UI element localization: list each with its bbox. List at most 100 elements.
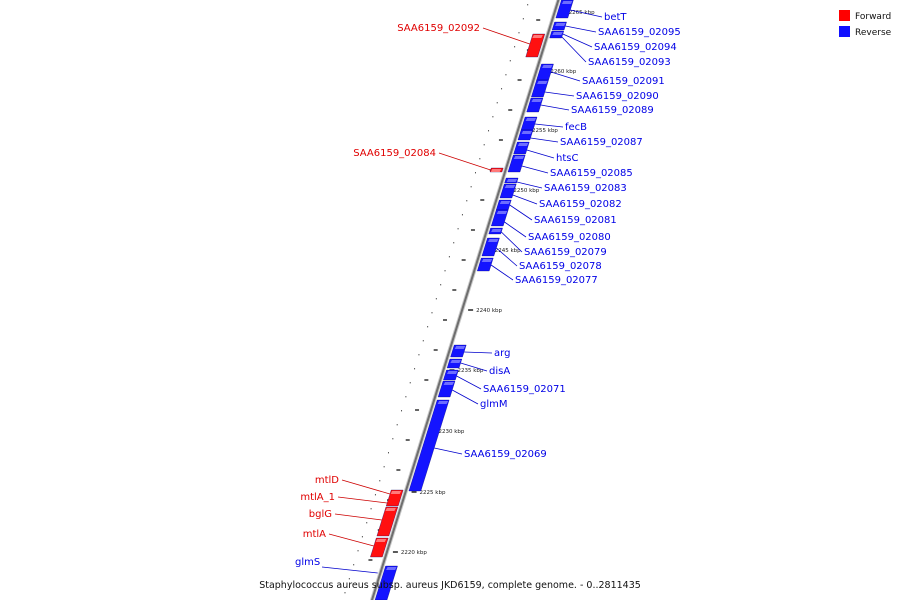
gene-label-saa6159-02092: SAA6159_02092 [397, 23, 480, 34]
guide-dot [396, 424, 398, 426]
gene-label-bett: betT [604, 12, 627, 23]
gene-label-glms: glmS [295, 557, 320, 568]
leader-line [504, 221, 527, 238]
guide-dot [522, 18, 524, 20]
legend-reverse-label: Reverse [855, 28, 892, 38]
guide-dot [479, 158, 481, 160]
leader-line [570, 9, 603, 18]
leader-line [534, 123, 564, 128]
gene-block-highlight [542, 65, 553, 68]
gene-label-mtla: mtlA [303, 529, 326, 540]
leader-line [321, 566, 378, 574]
guide-dot [444, 270, 446, 272]
leader-line [452, 389, 479, 405]
gene-block-highlight [499, 201, 511, 204]
gene-block-highlight [491, 229, 502, 232]
scale-tick-label: 2230 kbp [439, 429, 465, 435]
gene-block-highlight [506, 179, 518, 182]
guide-dot [383, 466, 385, 468]
gene-block-highlight [521, 131, 533, 134]
guide-dot [427, 326, 429, 328]
guide-dot [401, 410, 403, 412]
gene-block-highlight [490, 169, 502, 172]
leader-line [456, 375, 482, 390]
leader-line [516, 181, 543, 189]
guide-dot [431, 312, 433, 314]
reverse-gene-block [531, 79, 549, 98]
reverse-gene-block [507, 154, 526, 173]
leader-line [540, 104, 570, 111]
gene-block-highlight [390, 491, 402, 494]
leader-line [521, 165, 549, 174]
gene-label-saa6159-02069: SAA6159_02069 [464, 449, 547, 460]
gene-block-highlight [531, 99, 542, 102]
gene-label-arg: arg [494, 348, 510, 359]
genome-caption: Staphylococcus aureus subsp. aureus JKD6… [259, 580, 641, 591]
scale-tick-label: 2265 kbp [569, 10, 595, 16]
gene-block-highlight [385, 508, 396, 511]
legend: Forward Reverse [839, 10, 892, 38]
gene-label-saa6159-02085: SAA6159_02085 [550, 168, 633, 179]
guide-dot [422, 340, 424, 342]
gene-label-saa6159-02071: SAA6159_02071 [483, 384, 566, 395]
scale-tick-label: 2235 kbp [457, 368, 483, 374]
gene-label-saa6159-02084: SAA6159_02084 [353, 148, 436, 159]
reverse-gene-block [555, 0, 574, 19]
leader-line [550, 71, 581, 82]
scale-tick-label: 2255 kbp [532, 128, 558, 134]
guide-dot [344, 592, 346, 594]
guide-dot [366, 522, 368, 524]
gene-label-saa6159-02080: SAA6159_02080 [528, 232, 611, 243]
guide-dot [488, 130, 490, 132]
guide-dot [457, 228, 459, 230]
guide-dot [483, 144, 485, 146]
guide-dot [514, 46, 516, 48]
backbone-line [370, 0, 560, 600]
gene-block-highlight [561, 1, 573, 4]
gene-label-saa6159-02082: SAA6159_02082 [539, 199, 622, 210]
gene-block-highlight [537, 81, 548, 84]
guide-dot [509, 60, 511, 62]
gene-label-mtla-1: mtlA_1 [300, 492, 335, 503]
leader-line [526, 149, 555, 159]
guide-dot [353, 564, 355, 566]
legend-reverse-swatch [839, 26, 850, 37]
guide-dot [470, 186, 472, 188]
dotted-guide-ring [344, 4, 529, 594]
leader-line [434, 447, 463, 455]
guide-dot [418, 354, 420, 356]
gene-block-highlight [437, 401, 449, 404]
guide-dot [405, 396, 407, 398]
guide-dot [409, 382, 411, 384]
gene-label-saa6159-02089: SAA6159_02089 [571, 105, 654, 116]
gene-block-highlight [555, 23, 566, 26]
guide-dot [440, 284, 442, 286]
guide-dot [414, 368, 416, 370]
leader-line [341, 479, 391, 495]
gene-label-mtld: mtlD [315, 475, 339, 486]
gene-block-highlight [443, 382, 455, 385]
guide-dot [474, 172, 476, 174]
reverse-gene-block [408, 399, 450, 492]
gene-block-highlight [525, 118, 537, 121]
guide-dot [496, 102, 498, 104]
leader-line [565, 25, 597, 33]
guide-dot [466, 200, 468, 202]
gene-block-highlight [454, 346, 466, 349]
guide-dot [461, 214, 463, 216]
leader-line [512, 194, 538, 205]
guide-dot [374, 494, 376, 496]
gene-block-highlight [504, 185, 516, 188]
guide-dot [501, 88, 503, 90]
legend-forward-swatch [839, 10, 850, 21]
leader-line [530, 137, 559, 143]
gene-block-highlight [386, 567, 397, 570]
leader-line [334, 513, 382, 521]
leader-line [496, 247, 518, 267]
gene-label-saa6159-02091: SAA6159_02091 [582, 76, 665, 87]
guide-dot [392, 438, 394, 440]
forward-gene-block [370, 537, 389, 558]
gene-labels: betT SAA6159_02095 SAA6159_02094 SAA6159_02… [295, 9, 681, 574]
guide-dot [453, 242, 455, 244]
